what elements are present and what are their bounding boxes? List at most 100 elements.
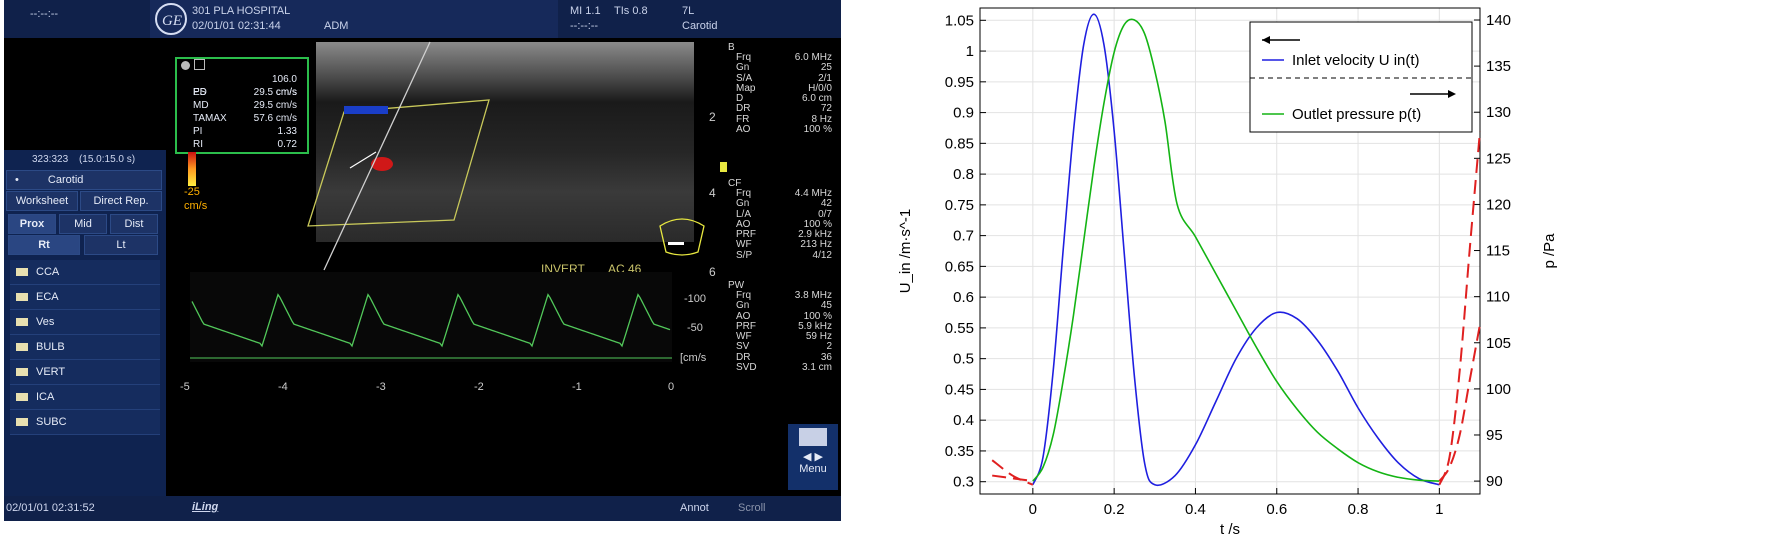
measurement-md: MD 29.5 cm/s (193, 100, 297, 111)
y-right-tick-label: 115 (1486, 243, 1510, 260)
ge-logo-icon: GE (155, 3, 187, 35)
measurement-tamax: TAMAX 57.6 cm/s (193, 113, 297, 124)
folder-bulb[interactable]: BULB (10, 335, 160, 360)
y-left-tick-label: 0.65 (945, 258, 974, 275)
folder-ica[interactable]: ICA (10, 385, 160, 410)
folder-label: Ves (36, 316, 55, 328)
header-right: MI 1.1 --:--:-- TIs 0.8 7L Carotid (558, 0, 841, 38)
x-tick-label: 0.4 (1185, 501, 1206, 518)
y-left-tick-label: 0.55 (945, 320, 974, 337)
dashed-extension-line (1438, 130, 1481, 486)
depth-label-6: 6 (709, 265, 716, 279)
x-tick-label: 1 (1435, 501, 1443, 518)
velocity-pressure-chart: 0 0.2 0.4 0.6 0.8 1 0.3 0.35 0.4 0.45 0.5 0.55 0.6 0.… (897, 7, 1558, 538)
y-left-tick-label: 0.7 (953, 228, 974, 245)
folder-icon (16, 418, 28, 427)
exam-label: Carotid (47, 174, 84, 186)
footer-time: 02/01/01 02:31:52 (6, 502, 95, 514)
velocity-label-50: -50 (687, 322, 703, 334)
operator: ADM (324, 20, 349, 32)
left-side-button[interactable]: Lt (84, 235, 158, 255)
cine-time: (15.0:15.0 s) (78, 154, 136, 165)
folder-icon (16, 393, 28, 402)
folder-icon (16, 368, 28, 377)
nav-arrows-icon: ◀ ▶ (803, 451, 823, 463)
header-center: GE 301 PLA HOSPITAL 02/01/01 02:31:44 AD… (150, 0, 558, 38)
prox-button[interactable]: Prox (8, 214, 56, 234)
x-tick-label: 0.2 (1104, 501, 1125, 518)
color-scale-label: -25 (184, 186, 200, 198)
left-arrow-head-icon (1262, 36, 1270, 44)
folder-label: CCA (36, 266, 60, 278)
y-right-tick-label: 100 (1486, 381, 1511, 398)
tis-value: TIs 0.8 (614, 5, 648, 17)
y-left-tick-label: 1.05 (945, 12, 974, 29)
depth-label-2: 2 (709, 110, 716, 124)
measurement-pi: PI 1.33 (193, 126, 297, 137)
measurement-ps: PS106.0 cm/s (193, 74, 297, 98)
cine-controls[interactable]: ◀ ▶ Menu (788, 424, 838, 490)
right-side-button[interactable]: Rt (8, 235, 80, 255)
x-tick-label: 0.8 (1348, 501, 1369, 518)
cine-counter: 323:323 (32, 154, 69, 165)
dist-button[interactable]: Dist (110, 214, 158, 234)
top-left-time: --:--:-- (30, 8, 59, 20)
top-right-time: --:--:-- (570, 20, 599, 32)
measurement-ri: RI 0.72 (193, 139, 297, 150)
folder-eca[interactable]: ECA (10, 285, 160, 310)
dashed-extension-line (991, 459, 1034, 486)
tab-worksheet[interactable]: Worksheet (6, 191, 78, 211)
right-arrow-head-icon (1448, 90, 1456, 98)
color-box-overlay (307, 41, 490, 271)
folder-icon (16, 343, 28, 352)
y-right-tick-label: 110 (1486, 289, 1510, 306)
body-marker-icon (659, 218, 705, 256)
velocity-label-100: -100 (684, 293, 707, 305)
cf-mode-title: CF (728, 178, 742, 189)
measurement-ed: ED 29.5 cm/s (193, 87, 297, 98)
folder-icon (16, 318, 28, 327)
pressure-line (1032, 18, 1440, 482)
y-right-tick-label: 125 (1486, 150, 1511, 167)
mi-value: MI 1.1 (570, 5, 601, 17)
b-mode-title: B (728, 42, 735, 53)
doppler-envelope (191, 293, 671, 348)
preset-name: Carotid (682, 20, 718, 32)
plot-frame (979, 7, 1481, 495)
y-left-tick-label: 0.4 (953, 412, 974, 429)
y-left-tick-label: 0.45 (945, 381, 974, 398)
y-right-tick-label: 90 (1486, 473, 1503, 490)
header-datetime: 02/01/01 02:31:44 (192, 20, 281, 32)
y-right-tick-label: 140 (1486, 12, 1511, 29)
footer-brand: iLing (192, 501, 219, 513)
folder-icon (16, 268, 28, 277)
left-panel: 323:323 (15.0:15.0 s) • Carotid Workshee… (4, 150, 166, 521)
depth-label-4: 4 (709, 186, 716, 200)
menu-label: Menu (799, 463, 827, 475)
velocity-line (1032, 13, 1440, 487)
y-right-axis-label: p /Pa (1541, 233, 1558, 269)
folder-subc[interactable]: SUBC (10, 410, 160, 435)
y-right-tick-label: 130 (1486, 104, 1511, 121)
y-left-tick-label: 0.85 (945, 135, 974, 152)
y-right-tick-label: 95 (1486, 427, 1503, 444)
folder-label: ICA (36, 391, 55, 403)
settings-icon (194, 59, 205, 70)
pw-mode-title: PW (728, 280, 745, 291)
camera-icon (799, 428, 827, 446)
folder-vert[interactable]: VERT (10, 360, 160, 385)
pw-mode-params: Frq 3.8 MHz Gn 45 AO 100 % PRF 5.9 kHz WF 59 … (736, 290, 832, 374)
annot-button[interactable]: Annot (680, 502, 709, 514)
exam-selector[interactable]: • Carotid (6, 170, 162, 190)
collapse-icon: • (15, 174, 19, 186)
b-mode-params: Frq 6.0 MHz Gn 25 S/A 2/1 Map H/0/0 D 6.0 cm … (736, 52, 832, 136)
folder-label: VERT (36, 366, 66, 378)
velocity-unit-label: [cm/s (680, 352, 707, 364)
folder-ves[interactable]: Ves (10, 310, 160, 335)
scroll-button[interactable]: Scroll (738, 502, 766, 514)
mid-button[interactable]: Mid (59, 214, 107, 234)
y-left-tick-label: 0.6 (953, 289, 974, 306)
y-right-tick-label: 135 (1486, 58, 1511, 75)
tab-direct-report[interactable]: Direct Rep. (80, 191, 162, 211)
folder-cca[interactable]: CCA (10, 260, 160, 285)
